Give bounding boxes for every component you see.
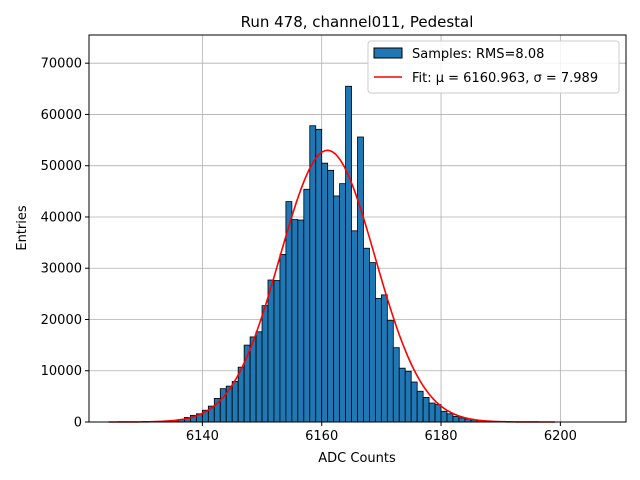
- histogram-bar: [273, 280, 281, 423]
- histogram-bar: [452, 415, 460, 423]
- histogram-bar: [261, 305, 269, 423]
- x-axis-label: ADC Counts: [318, 451, 396, 466]
- histogram-bar: [363, 247, 370, 423]
- x-tick-label: 6160: [305, 429, 338, 444]
- histogram-bar: [345, 85, 352, 423]
- legend-box: [367, 40, 620, 94]
- legend-swatch-samples: [373, 47, 403, 59]
- histogram-bar: [404, 370, 412, 423]
- y-tick-label: 20000: [41, 313, 82, 328]
- histogram-bar: [255, 331, 263, 423]
- histogram-bar: [357, 136, 364, 423]
- plot-frame: [88, 34, 627, 423]
- gaussian-fit-curve: [108, 149, 555, 423]
- chart-title: Run 478, channel011, Pedestal: [241, 13, 474, 31]
- histogram-bar: [327, 169, 335, 423]
- histogram-bar: [369, 262, 376, 423]
- histogram-bar: [309, 125, 317, 423]
- histogram-bar: [458, 417, 466, 423]
- histogram-bar: [333, 195, 340, 423]
- histogram-bar: [392, 347, 400, 423]
- y-tick-label: 70000: [41, 57, 82, 72]
- legend-label-fit: Fit: μ = 6160.963, σ = 7.989: [412, 71, 598, 86]
- histogram-bars: [172, 85, 496, 423]
- histogram-bar: [440, 410, 448, 423]
- histogram-bar: [416, 390, 424, 423]
- legend-label-samples: Samples: RMS=8.08: [412, 47, 544, 62]
- histogram-bar: [446, 413, 454, 423]
- histogram-bar: [339, 183, 346, 423]
- y-axis-ticks: 0 10000 20000 30000 40000 50000 60000 70000: [41, 57, 89, 431]
- histogram-bar: [267, 279, 275, 423]
- histogram-bar: [410, 381, 418, 423]
- histogram-bar: [351, 230, 358, 423]
- histogram-bar: [297, 219, 305, 423]
- histogram-bar: [291, 219, 299, 423]
- y-tick-label: 10000: [41, 364, 82, 379]
- y-tick-label: 40000: [41, 210, 82, 225]
- histogram-bar: [398, 367, 406, 423]
- y-tick-label: 30000: [41, 262, 82, 277]
- x-axis-ticks: 6140 6160 6180 6200: [186, 422, 577, 444]
- histogram-bar: [303, 188, 311, 423]
- x-tick-label: 6140: [186, 429, 219, 444]
- histogram-bar: [380, 294, 388, 423]
- histogram-bar: [374, 298, 382, 423]
- histogram-bar: [315, 128, 323, 423]
- legend: Samples: RMS=8.08 Fit: μ = 6160.963, σ =…: [367, 40, 620, 94]
- histogram-bar: [386, 320, 394, 423]
- x-tick-label: 6200: [544, 429, 577, 444]
- x-tick-label: 6180: [424, 429, 457, 444]
- histogram-bar: [279, 253, 287, 423]
- histogram-bar: [231, 381, 239, 423]
- histogram-bar: [237, 366, 245, 423]
- y-axis-label: Entries: [15, 205, 30, 251]
- histogram-bar: [422, 396, 430, 423]
- histogram-bar: [321, 162, 329, 423]
- y-tick-label: 50000: [41, 159, 82, 174]
- y-tick-label: 60000: [41, 108, 82, 123]
- histogram-bar: [249, 336, 257, 423]
- y-tick-label: 0: [74, 416, 82, 431]
- histogram-bar: [428, 402, 436, 423]
- histogram-bar: [434, 404, 442, 423]
